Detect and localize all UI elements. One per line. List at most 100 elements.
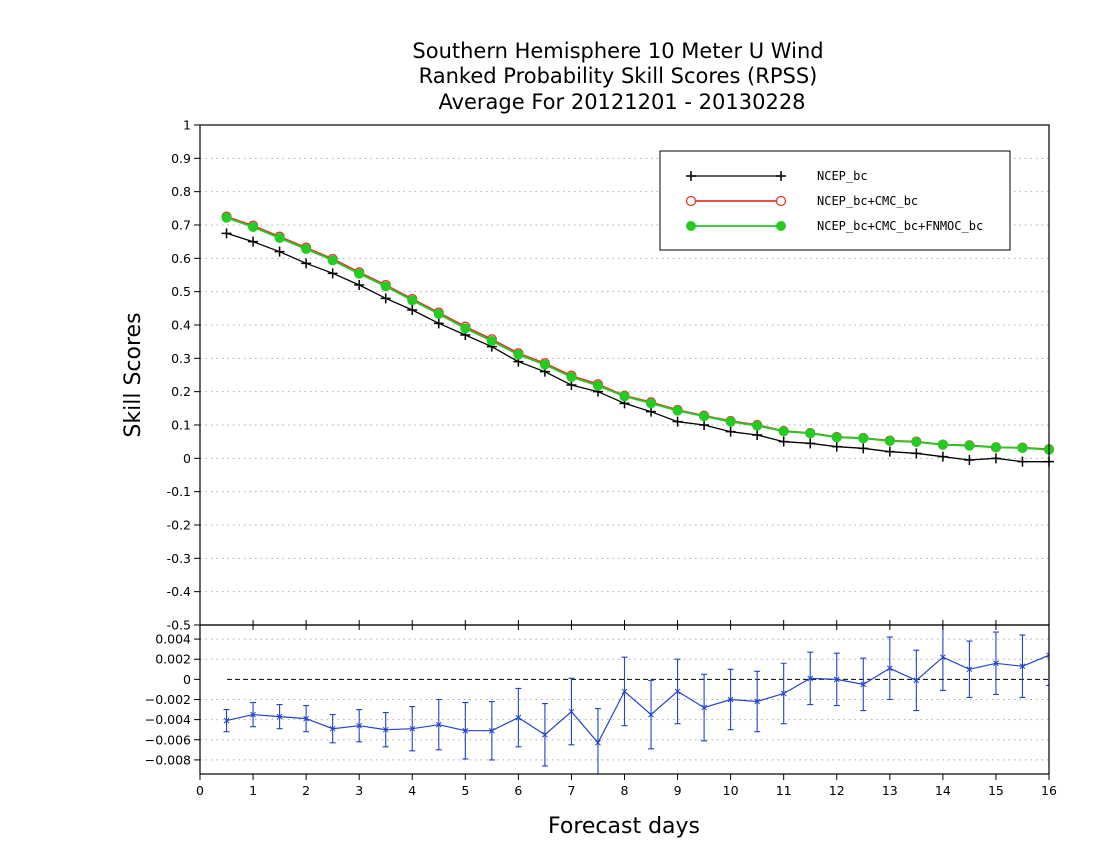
bottom-y-tick-label: 0 (183, 672, 191, 687)
data-point (752, 430, 763, 440)
data-point (1019, 663, 1026, 670)
data-point (778, 436, 789, 447)
chart-title-line-1: Southern Hemisphere 10 Meter U Wind (412, 39, 823, 63)
top-y-tick-label: 0.7 (171, 218, 191, 233)
legend-marker (686, 171, 696, 181)
x-tick-label: 14 (935, 783, 951, 798)
top-y-tick-label: 0.3 (171, 351, 191, 366)
data-point (940, 654, 946, 661)
data-point (886, 665, 893, 672)
data-point (592, 380, 603, 391)
data-point (911, 448, 922, 459)
x-tick-label: 9 (674, 783, 682, 798)
error-bar (1046, 625, 1049, 686)
data-point (380, 281, 391, 292)
legend: NCEP_bc NCEP_bc+CMC_bc NCEP_bc+CMC_bc+FNMO… (659, 150, 1011, 251)
top-y-tick-label: 0.6 (171, 251, 191, 266)
top-y-tick-label: 1 (183, 118, 191, 133)
data-point (356, 722, 363, 729)
data-point (513, 349, 524, 360)
top-panel-series (221, 211, 1055, 467)
x-tick-label: 8 (621, 783, 629, 798)
x-axis-ticks: 0 1 2 3 4 5 6 7 8 9 10 11 12 13 14 15 16 (196, 620, 1057, 798)
data-point (621, 688, 628, 695)
data-point (248, 222, 259, 232)
data-point (937, 451, 948, 462)
x-tick-label: 15 (988, 783, 1004, 798)
legend-entry: NCEP_bc+CMC_bc (685, 194, 918, 208)
data-point (699, 420, 710, 430)
top-y-tick-label: 0.9 (171, 151, 191, 166)
data-point (831, 441, 842, 452)
bottom-y-tick-label: 0.002 (155, 652, 191, 667)
data-point (221, 228, 232, 239)
data-point (568, 708, 575, 715)
difference-line (226, 654, 1049, 744)
data-point (884, 436, 895, 446)
data-point (303, 715, 309, 722)
data-point (966, 666, 973, 673)
x-tick-label: 11 (776, 783, 792, 798)
data-point (858, 443, 869, 454)
bottom-y-tick-label: −0.004 (145, 712, 191, 727)
data-point (1017, 456, 1028, 467)
data-point (778, 426, 789, 437)
x-tick-label: 7 (567, 783, 575, 798)
data-point (699, 411, 710, 422)
bottom-y-tick-label: −0.006 (145, 732, 191, 747)
data-point (727, 696, 734, 703)
top-y-tick-label: -0.3 (167, 551, 191, 566)
data-point (646, 406, 657, 417)
top-y-tick-label: -0.2 (167, 518, 191, 533)
data-point (860, 681, 867, 688)
data-point (409, 725, 416, 732)
x-tick-label: 0 (196, 783, 204, 798)
data-point (725, 426, 736, 437)
legend-label: NCEP_bc+CMC_bc (817, 194, 918, 208)
data-point (566, 372, 577, 382)
data-point (276, 713, 283, 720)
x-tick-label: 2 (302, 783, 310, 798)
data-point (435, 721, 442, 728)
data-point (223, 717, 230, 724)
data-point (780, 690, 787, 697)
top-y-tick-label: 0.4 (171, 318, 191, 333)
data-point (911, 437, 922, 447)
data-point (407, 305, 418, 315)
series-ncep-bc-cmc-bc-fnmoc-bc (221, 212, 1054, 455)
bottom-y-tick-label: 0.004 (155, 632, 191, 647)
data-point (805, 428, 816, 439)
data-point (752, 420, 763, 431)
data-point (382, 726, 389, 733)
data-point (542, 731, 548, 738)
data-point (407, 295, 418, 306)
x-tick-label: 4 (408, 783, 416, 798)
difference-series (223, 625, 1049, 774)
top-y-tick-label: -0.1 (167, 484, 191, 499)
top-y-tick-label: 0.1 (171, 418, 191, 433)
series-ncep-bc (221, 228, 1054, 467)
data-point (674, 688, 681, 695)
x-tick-label: 12 (829, 783, 845, 798)
bottom-panel-frame (199, 624, 1050, 775)
legend-entries: NCEP_bc NCEP_bc+CMC_bc NCEP_bc+CMC_bc+FNMO… (685, 169, 983, 233)
data-point (964, 455, 975, 465)
x-tick-label: 1 (249, 783, 257, 798)
top-y-tick-label: 0 (183, 451, 191, 466)
data-point (250, 711, 256, 718)
x-axis-label: Forecast days (548, 814, 700, 839)
data-point (460, 323, 471, 334)
legend-marker (776, 171, 786, 181)
bottom-panel-series (223, 625, 1049, 774)
data-point (248, 236, 259, 247)
data-point (831, 432, 842, 443)
series-line (226, 215, 1050, 451)
data-point (754, 698, 761, 705)
x-tick-label: 3 (355, 783, 363, 798)
data-point (380, 293, 391, 304)
x-tick-label: 5 (461, 783, 469, 798)
data-point (354, 268, 365, 279)
data-point (937, 439, 948, 450)
data-point (462, 727, 469, 734)
